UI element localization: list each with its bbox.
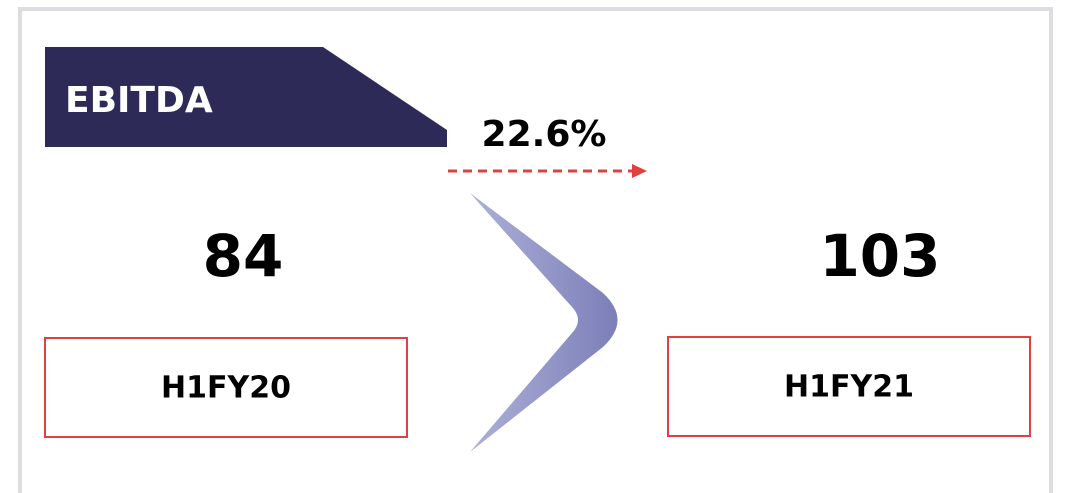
change-label: 22.6% bbox=[482, 114, 607, 155]
period-box bbox=[44, 337, 408, 438]
period-value: 103 bbox=[819, 222, 940, 290]
period-label: H1FY21 bbox=[784, 370, 914, 405]
period-label: H1FY20 bbox=[161, 371, 291, 406]
period-box bbox=[667, 336, 1031, 437]
period-value: 84 bbox=[203, 222, 284, 290]
frame bbox=[18, 7, 1053, 493]
arrow-head bbox=[632, 164, 647, 178]
title-banner bbox=[45, 47, 447, 147]
chevron bbox=[470, 193, 618, 452]
title: EBITDA bbox=[65, 80, 213, 121]
